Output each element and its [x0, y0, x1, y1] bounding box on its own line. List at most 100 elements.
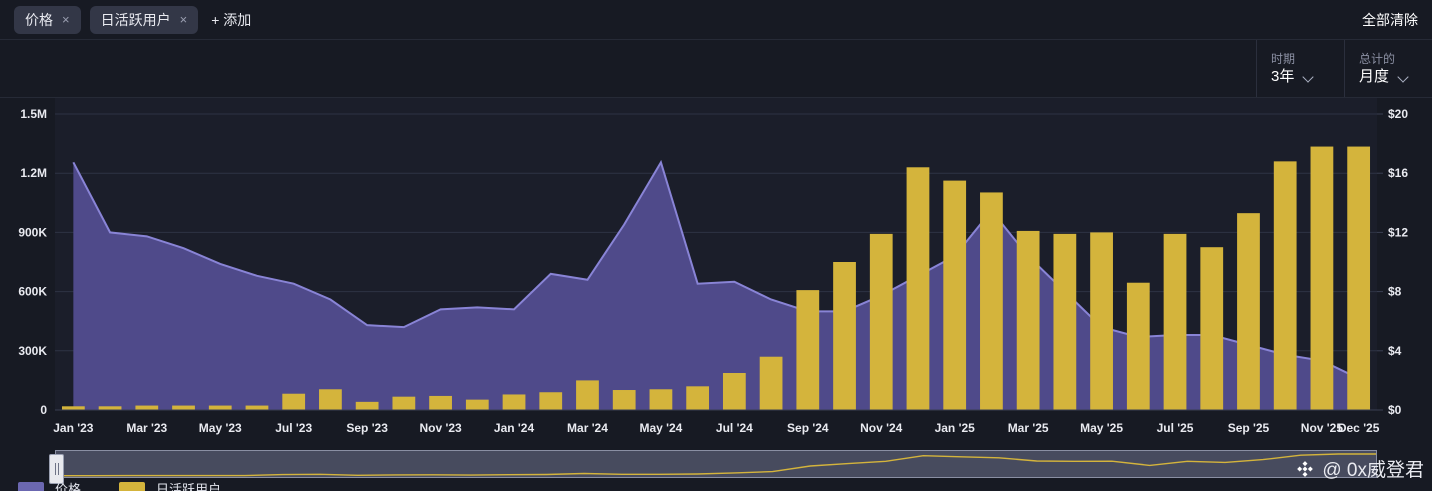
bar[interactable] — [649, 389, 673, 410]
legend-swatch — [119, 482, 146, 491]
chevron-down-icon — [1304, 72, 1314, 82]
bar[interactable] — [796, 290, 820, 410]
bar[interactable] — [612, 390, 636, 410]
legend-label: 价格 — [55, 482, 82, 491]
legend-swatch — [18, 482, 44, 491]
bar[interactable] — [502, 394, 526, 410]
x-axis-tick: Jan '24 — [494, 421, 535, 435]
bar[interactable] — [1016, 230, 1040, 410]
bar[interactable] — [429, 395, 452, 410]
period-selector-value-row: 3年 — [1271, 67, 1330, 87]
legend-item-price[interactable]: 价格 — [18, 479, 81, 491]
clear-all-button[interactable]: 全部清除 — [1362, 11, 1418, 28]
x-axis-tick: Mar '24 — [567, 421, 608, 435]
bar[interactable] — [208, 405, 232, 410]
range-brush-track[interactable] — [55, 450, 1377, 478]
bar[interactable] — [1347, 146, 1371, 410]
user-watermark: @ 0x威登君 — [1295, 455, 1424, 482]
grip-line — [57, 463, 59, 475]
bar[interactable] — [833, 262, 856, 410]
y-axis-right-tick: $12 — [1388, 225, 1408, 239]
x-axis-tick: Mar '25 — [1008, 421, 1049, 435]
x-axis-tick: Nov '25 — [1301, 421, 1344, 435]
bar[interactable] — [355, 401, 379, 410]
range-brush[interactable] — [0, 443, 1432, 484]
combo-chart: 0300K600K900K1.2M1.5M$0$4$8$12$16$20Arte… — [0, 98, 1432, 443]
bar[interactable] — [1273, 161, 1297, 410]
x-axis-tick: Jul '24 — [716, 421, 753, 435]
x-axis-tick: Sep '24 — [787, 421, 829, 435]
aggregation-selector-value-row: 月度 — [1359, 67, 1418, 87]
metric-chip-dau[interactable]: 日活跃用户 × — [89, 5, 199, 34]
bar[interactable] — [576, 380, 599, 410]
y-axis-left-tick: 300K — [18, 344, 47, 358]
x-axis-tick: Sep '25 — [1228, 421, 1270, 435]
bar[interactable] — [980, 192, 1003, 410]
y-axis-right-tick: $0 — [1388, 403, 1402, 417]
bar[interactable] — [245, 405, 269, 410]
add-metric-button[interactable]: + 添加 — [211, 11, 252, 28]
x-axis-tick: May '25 — [1080, 421, 1123, 435]
bar[interactable] — [686, 386, 710, 410]
chart-canvas: 0300K600K900K1.2M1.5M$0$4$8$12$16$20Arte… — [18, 98, 1408, 435]
bar[interactable] — [319, 389, 342, 410]
x-axis-tick: Dec '25 — [1338, 421, 1380, 435]
y-axis-right-tick: $16 — [1388, 166, 1408, 180]
range-brush-left-handle[interactable] — [49, 454, 64, 484]
x-axis-tick: Nov '24 — [860, 421, 903, 435]
chevron-down-icon — [1399, 72, 1409, 82]
bar[interactable] — [1163, 233, 1187, 410]
y-axis-right-tick: $8 — [1388, 285, 1402, 299]
bar[interactable] — [1126, 282, 1150, 410]
bar[interactable] — [943, 180, 967, 410]
aggregation-selector[interactable]: 总计的 月度 — [1344, 40, 1432, 97]
bar[interactable] — [465, 399, 489, 410]
bar[interactable] — [98, 406, 122, 410]
x-axis-tick: May '24 — [639, 421, 682, 435]
x-axis-tick: Jul '25 — [1157, 421, 1194, 435]
bar[interactable] — [722, 373, 746, 410]
chart-legend: 价格 日活跃用户 — [0, 479, 1432, 491]
x-axis-tick: Nov '23 — [419, 421, 462, 435]
bar[interactable] — [1053, 233, 1077, 410]
bar[interactable] — [906, 167, 930, 410]
bar[interactable] — [172, 405, 195, 410]
metric-chip-dau-label: 日活跃用户 — [100, 11, 171, 28]
bar[interactable] — [1310, 146, 1334, 410]
close-icon[interactable]: × — [179, 12, 188, 27]
bar[interactable] — [759, 356, 783, 410]
bar[interactable] — [1237, 213, 1260, 410]
chart-controls-bar: 时期 3年 总计的 月度 — [0, 40, 1432, 98]
y-axis-left-tick: 1.2M — [20, 166, 47, 180]
aggregation-selector-label: 总计的 — [1359, 51, 1396, 66]
metric-chip-price-label: 价格 — [25, 11, 53, 28]
bar[interactable] — [135, 405, 159, 410]
period-selector-value: 3年 — [1271, 67, 1295, 85]
y-axis-left-tick: 0 — [40, 403, 47, 417]
period-selector[interactable]: 时期 3年 — [1256, 40, 1344, 97]
legend-item-dau[interactable]: 日活跃用户 — [119, 479, 221, 491]
y-axis-right-tick: $20 — [1388, 107, 1408, 121]
metric-chip-bar: 价格 × 日活跃用户 × + 添加 全部清除 — [0, 0, 1432, 40]
bar[interactable] — [392, 396, 416, 410]
y-axis-left-tick: 600K — [18, 285, 47, 299]
aggregation-selector-value: 月度 — [1359, 67, 1390, 85]
close-icon[interactable]: × — [62, 12, 70, 27]
range-brush-sparkline — [56, 453, 1376, 477]
bar[interactable] — [1090, 232, 1113, 410]
bar[interactable] — [539, 392, 563, 410]
y-axis-left-tick: 1.5M — [20, 107, 47, 121]
period-selector-label: 时期 — [1271, 51, 1296, 66]
x-axis-tick: Jan '25 — [935, 421, 976, 435]
legend-label: 日活跃用户 — [156, 482, 222, 491]
bar[interactable] — [282, 393, 306, 410]
user-watermark-text: @ 0x威登君 — [1322, 460, 1424, 481]
bar[interactable] — [1200, 247, 1224, 410]
x-axis-tick: Jan '23 — [53, 421, 94, 435]
bar[interactable] — [869, 233, 893, 410]
x-axis-tick: Mar '23 — [126, 421, 167, 435]
bar[interactable] — [61, 406, 85, 410]
x-axis-tick: Sep '23 — [346, 421, 388, 435]
metric-chip-price[interactable]: 价格 × — [14, 5, 81, 34]
